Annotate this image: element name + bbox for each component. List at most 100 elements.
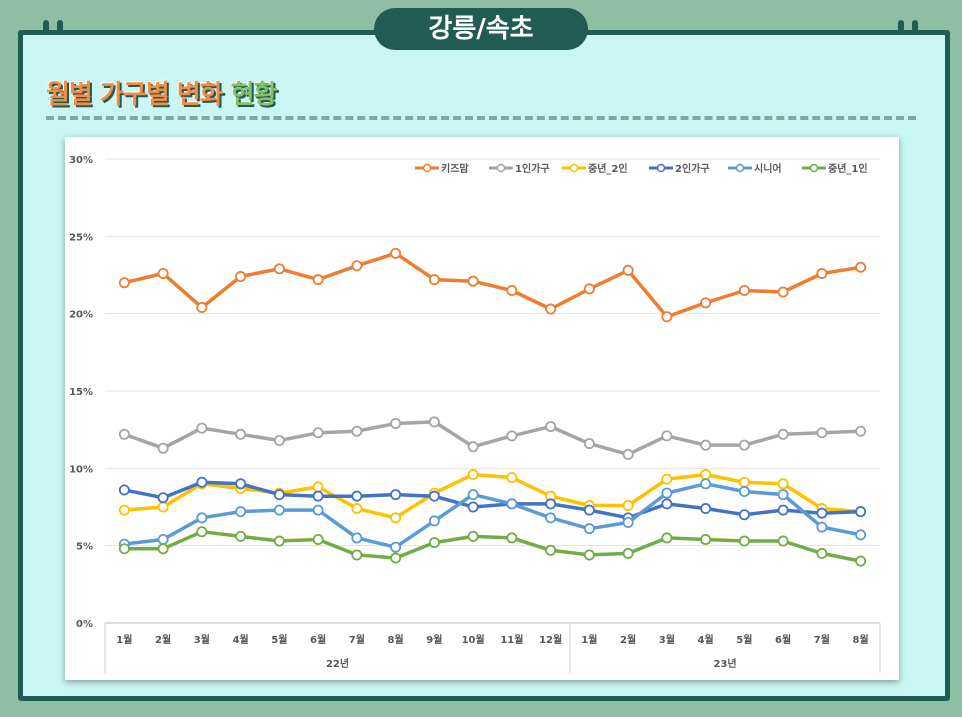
data-point [273,489,285,501]
data-point [351,260,363,272]
data-point [816,507,828,519]
x-tick-label: 6월 [310,634,326,646]
data-point [157,501,169,513]
data-point [351,532,363,544]
data-point [583,549,595,561]
y-tick-label: 0% [76,619,93,630]
legend-marker [496,163,506,173]
data-point [157,267,169,279]
data-point [738,535,750,547]
data-point [661,430,673,442]
x-tick-label: 10월 [462,634,485,646]
data-point [700,533,712,545]
y-tick-label: 25% [69,232,93,243]
data-point [312,504,324,516]
data-point [273,504,285,516]
x-tick-label: 7월 [349,634,365,646]
legend-marker [569,163,579,173]
legend-label: 시니어 [754,162,782,175]
x-tick-label: 2월 [620,634,636,646]
series-line [124,529,861,563]
legend-marker [656,163,666,173]
data-point [506,472,518,484]
data-point [777,535,789,547]
data-point [351,490,363,502]
data-point [855,555,867,567]
data-point [467,530,479,542]
legend-marker [809,163,819,173]
y-tick-label: 20% [69,310,93,321]
section-title-highlight: 현황 [230,80,278,110]
x-group-label: 22년 [326,657,349,670]
series-line [123,251,861,319]
data-point [506,430,518,442]
data-point [777,478,789,490]
data-point [738,476,750,488]
series-line [124,480,861,520]
x-tick-label: 4월 [698,634,714,646]
x-tick-label: 6월 [775,634,791,646]
data-point [661,498,673,510]
x-tick-label: 4월 [233,634,249,646]
series-lines [118,247,867,567]
data-point [622,516,634,528]
data-point [622,264,634,276]
data-point [545,498,557,510]
data-point [351,549,363,561]
data-point [700,297,712,309]
data-point [467,275,479,287]
data-point [855,506,867,518]
data-point [273,434,285,446]
data-point [506,532,518,544]
data-point [583,438,595,450]
x-group-label: 23년 [713,657,736,670]
data-point [428,515,440,527]
x-tick-label: 12월 [539,634,562,646]
x-tick-label: 8월 [853,634,869,646]
y-tick-label: 5% [76,542,93,553]
x-tick-label: 5월 [271,634,287,646]
data-point [738,486,750,498]
data-point [196,476,208,488]
data-point [661,473,673,485]
data-point [855,425,867,437]
data-point [622,448,634,460]
data-point [273,263,285,275]
data-point [467,501,479,513]
legend-marker [422,163,432,173]
data-point [467,441,479,453]
data-point [118,504,130,516]
data-point [196,512,208,524]
data-point [583,504,595,516]
data-point [700,503,712,515]
data-point [428,274,440,286]
series-line [124,482,861,549]
y-tick-label: 15% [69,387,93,398]
data-point [855,261,867,273]
data-point [235,506,247,518]
series-line [124,472,861,520]
data-point [661,487,673,499]
data-point [118,484,130,496]
data-point [157,492,169,504]
x-tick-label: 7월 [814,634,830,646]
grid-lines [105,158,880,624]
data-point [738,439,750,451]
data-point [777,286,789,298]
data-point [428,416,440,428]
data-point [157,543,169,555]
data-point [235,478,247,490]
data-point [312,490,324,502]
data-point [583,523,595,535]
data-point [855,529,867,541]
data-point [390,417,402,429]
section-title: 월별 가구별 변화 현황 [46,74,278,111]
x-axis: 1월 2월 3월 4월 5월 6월 7월 8월 9월 10월 11월 12월 1월 2월 3월 4월 5월 6월 7… [104,623,881,673]
data-point [816,547,828,559]
data-point [428,537,440,549]
y-tick-label: 30% [69,155,93,166]
data-point [545,544,557,556]
data-point [273,535,285,547]
x-tick-label: 11월 [500,634,523,646]
legend-label: 2인가구 [675,162,710,175]
